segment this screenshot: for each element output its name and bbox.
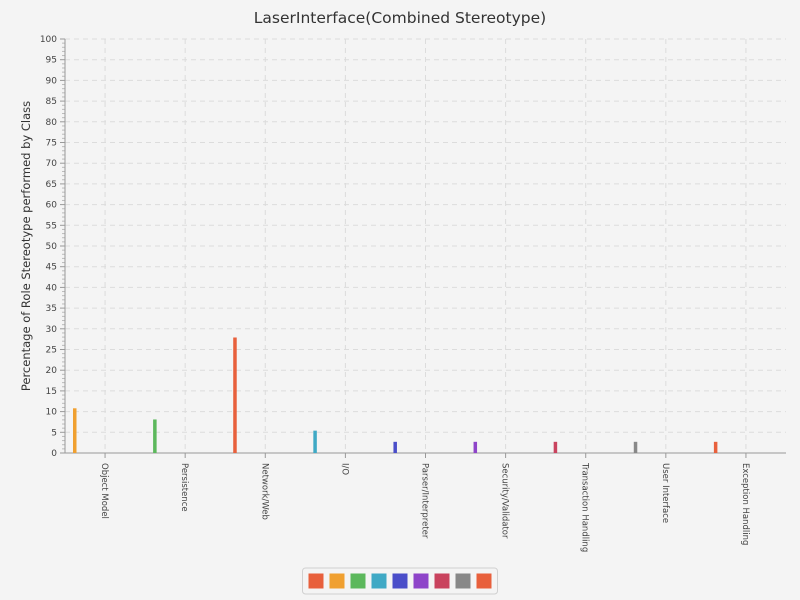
x-tick-label: Parser/Interpreter: [420, 463, 430, 539]
y-tick-label: 50: [46, 242, 58, 252]
bar: [73, 408, 77, 453]
bar: [713, 441, 718, 453]
legend: [302, 567, 498, 595]
x-axis: Object Model Persistence Network/Web I/O Par…: [65, 452, 786, 552]
legend-swatch: [476, 573, 492, 589]
y-tick-label: 10: [46, 408, 58, 418]
grid-lines: [65, 38, 786, 453]
y-tick-label: 55: [46, 221, 57, 231]
legend-swatch: [371, 573, 387, 589]
y-tick-label: 5: [51, 428, 57, 438]
legend-swatch: [434, 573, 450, 589]
y-tick-label: 40: [46, 283, 58, 293]
x-tick-label: User Interface: [660, 463, 670, 523]
y-tick-label: 70: [46, 159, 58, 169]
y-tick-label: 75: [46, 139, 57, 149]
x-tick-label: Transaction Handling: [580, 462, 590, 552]
legend-swatch: [455, 573, 471, 589]
y-tick-label: 25: [46, 346, 57, 356]
bar: [313, 430, 317, 453]
x-tick-label: Network/Web: [259, 463, 269, 520]
x-tick-label: Object Model: [99, 463, 109, 519]
y-axis: 0 5 10 15 20 25 30 35 40 45 50 55 60 65 70 75 80 85 90 95 10…: [40, 35, 66, 459]
y-tick-label: 0: [51, 449, 57, 459]
y-tick-label: 60: [46, 201, 58, 211]
bar: [633, 441, 638, 453]
y-axis-label: Percentage of Role Stereotype performed …: [19, 101, 33, 391]
legend-swatch: [392, 573, 408, 589]
x-tick-label: Exception Handling: [740, 463, 750, 545]
y-tick-label: 90: [46, 76, 58, 86]
y-tick-label: 35: [46, 304, 57, 314]
y-tick-label: 80: [46, 118, 58, 128]
bar: [473, 441, 478, 453]
bar: [553, 441, 558, 453]
legend-swatch: [350, 573, 366, 589]
y-tick-label: 45: [46, 263, 57, 273]
y-tick-label: 95: [46, 56, 57, 66]
bar: [233, 337, 237, 453]
y-tick-label: 15: [46, 387, 57, 397]
legend-swatch: [413, 573, 429, 589]
bar: [393, 441, 397, 453]
x-tick-label: Persistence: [179, 463, 189, 512]
x-tick-label: I/O: [339, 463, 349, 475]
legend-swatch: [329, 573, 345, 589]
y-tick-label: 30: [46, 325, 58, 335]
legend-swatch: [308, 573, 324, 589]
y-tick-label: 65: [46, 180, 57, 190]
y-tick-label: 85: [46, 97, 57, 107]
chart-title: LaserInterface(Combined Stereotype): [254, 9, 546, 27]
y-tick-label: 20: [46, 366, 58, 376]
y-tick-label: 100: [40, 35, 57, 45]
x-tick-label: Security/Validator: [500, 463, 510, 539]
bars: [73, 337, 718, 453]
bar: [153, 419, 157, 453]
